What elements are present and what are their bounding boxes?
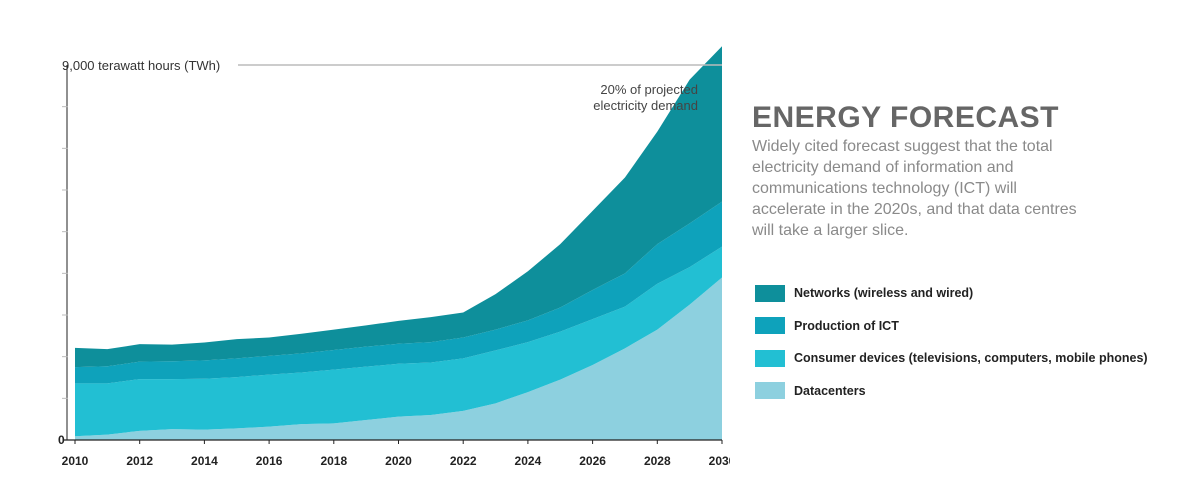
y-axis-zero-label: 0 [58, 433, 65, 447]
legend-swatch [755, 349, 785, 367]
energy-forecast-chart: 9,000 terawatt hours (TWh) 0 20% of proj… [58, 46, 730, 468]
x-tick-label: 2020 [385, 454, 412, 468]
x-axis-ticks: 2010 2012 2014 2016 2018 2020 2022 2024 2026 2028… [62, 440, 730, 468]
panel-line: accelerate in the 2020s, and that data c… [752, 201, 1077, 218]
annotation-line-1: 20% of projected [600, 82, 698, 97]
panel-line: electricity demand of information and [752, 159, 1014, 176]
legend-label: Networks (wireless and wired) [794, 286, 974, 300]
x-tick-label: 2010 [62, 454, 89, 468]
x-tick-label: 2028 [644, 454, 671, 468]
x-tick-label: 2012 [126, 454, 153, 468]
y-axis-top-label: 9,000 terawatt hours (TWh) [62, 58, 220, 73]
x-tick-label: 2016 [256, 454, 283, 468]
legend-swatch [755, 284, 785, 302]
legend-item-networks: Networks (wireless and wired) [755, 283, 1148, 303]
x-tick-label: 2018 [320, 454, 347, 468]
legend-label: Production of ICT [794, 318, 899, 333]
x-tick-label: 2030 [709, 454, 730, 468]
x-tick-label: 2026 [579, 454, 606, 468]
area-production-of-ict [75, 201, 722, 384]
legend-item-consumer-devices: Consumer devices (televisions, computers… [755, 348, 1148, 368]
legend-swatch [755, 317, 785, 334]
legend-label: Datacenters [794, 383, 866, 398]
stacked-areas [75, 46, 722, 440]
axes [62, 64, 722, 441]
legend-swatch [755, 382, 785, 399]
legend-item-datacenters: Datacenters [755, 381, 1148, 401]
area-datacenters [75, 277, 722, 440]
panel-title: ENERGY FORECAST [752, 101, 1059, 134]
annotation-line-2: electricity demand [593, 98, 698, 113]
panel-description: Widely cited forecast suggest that the t… [752, 136, 1122, 241]
area-networks-wireless-and-wired [75, 46, 722, 368]
panel-line: communications technology (ICT) will [752, 180, 1017, 197]
panel-line: Widely cited forecast suggest that the t… [752, 138, 1053, 155]
x-tick-label: 2022 [450, 454, 477, 468]
info-panel: ENERGY FORECAST Widely cited forecast su… [752, 100, 1152, 241]
panel-line: will take a larger slice. [752, 222, 909, 239]
area-consumer-devices-televisions-computers-mobile-phones [75, 246, 722, 437]
x-tick-label: 2024 [515, 454, 542, 468]
legend-label: Consumer devices (televisions, computers… [794, 351, 1148, 365]
x-tick-label: 2014 [191, 454, 218, 468]
legend-item-production: Production of ICT [755, 316, 1148, 336]
legend: Networks (wireless and wired) Production… [755, 283, 1148, 413]
